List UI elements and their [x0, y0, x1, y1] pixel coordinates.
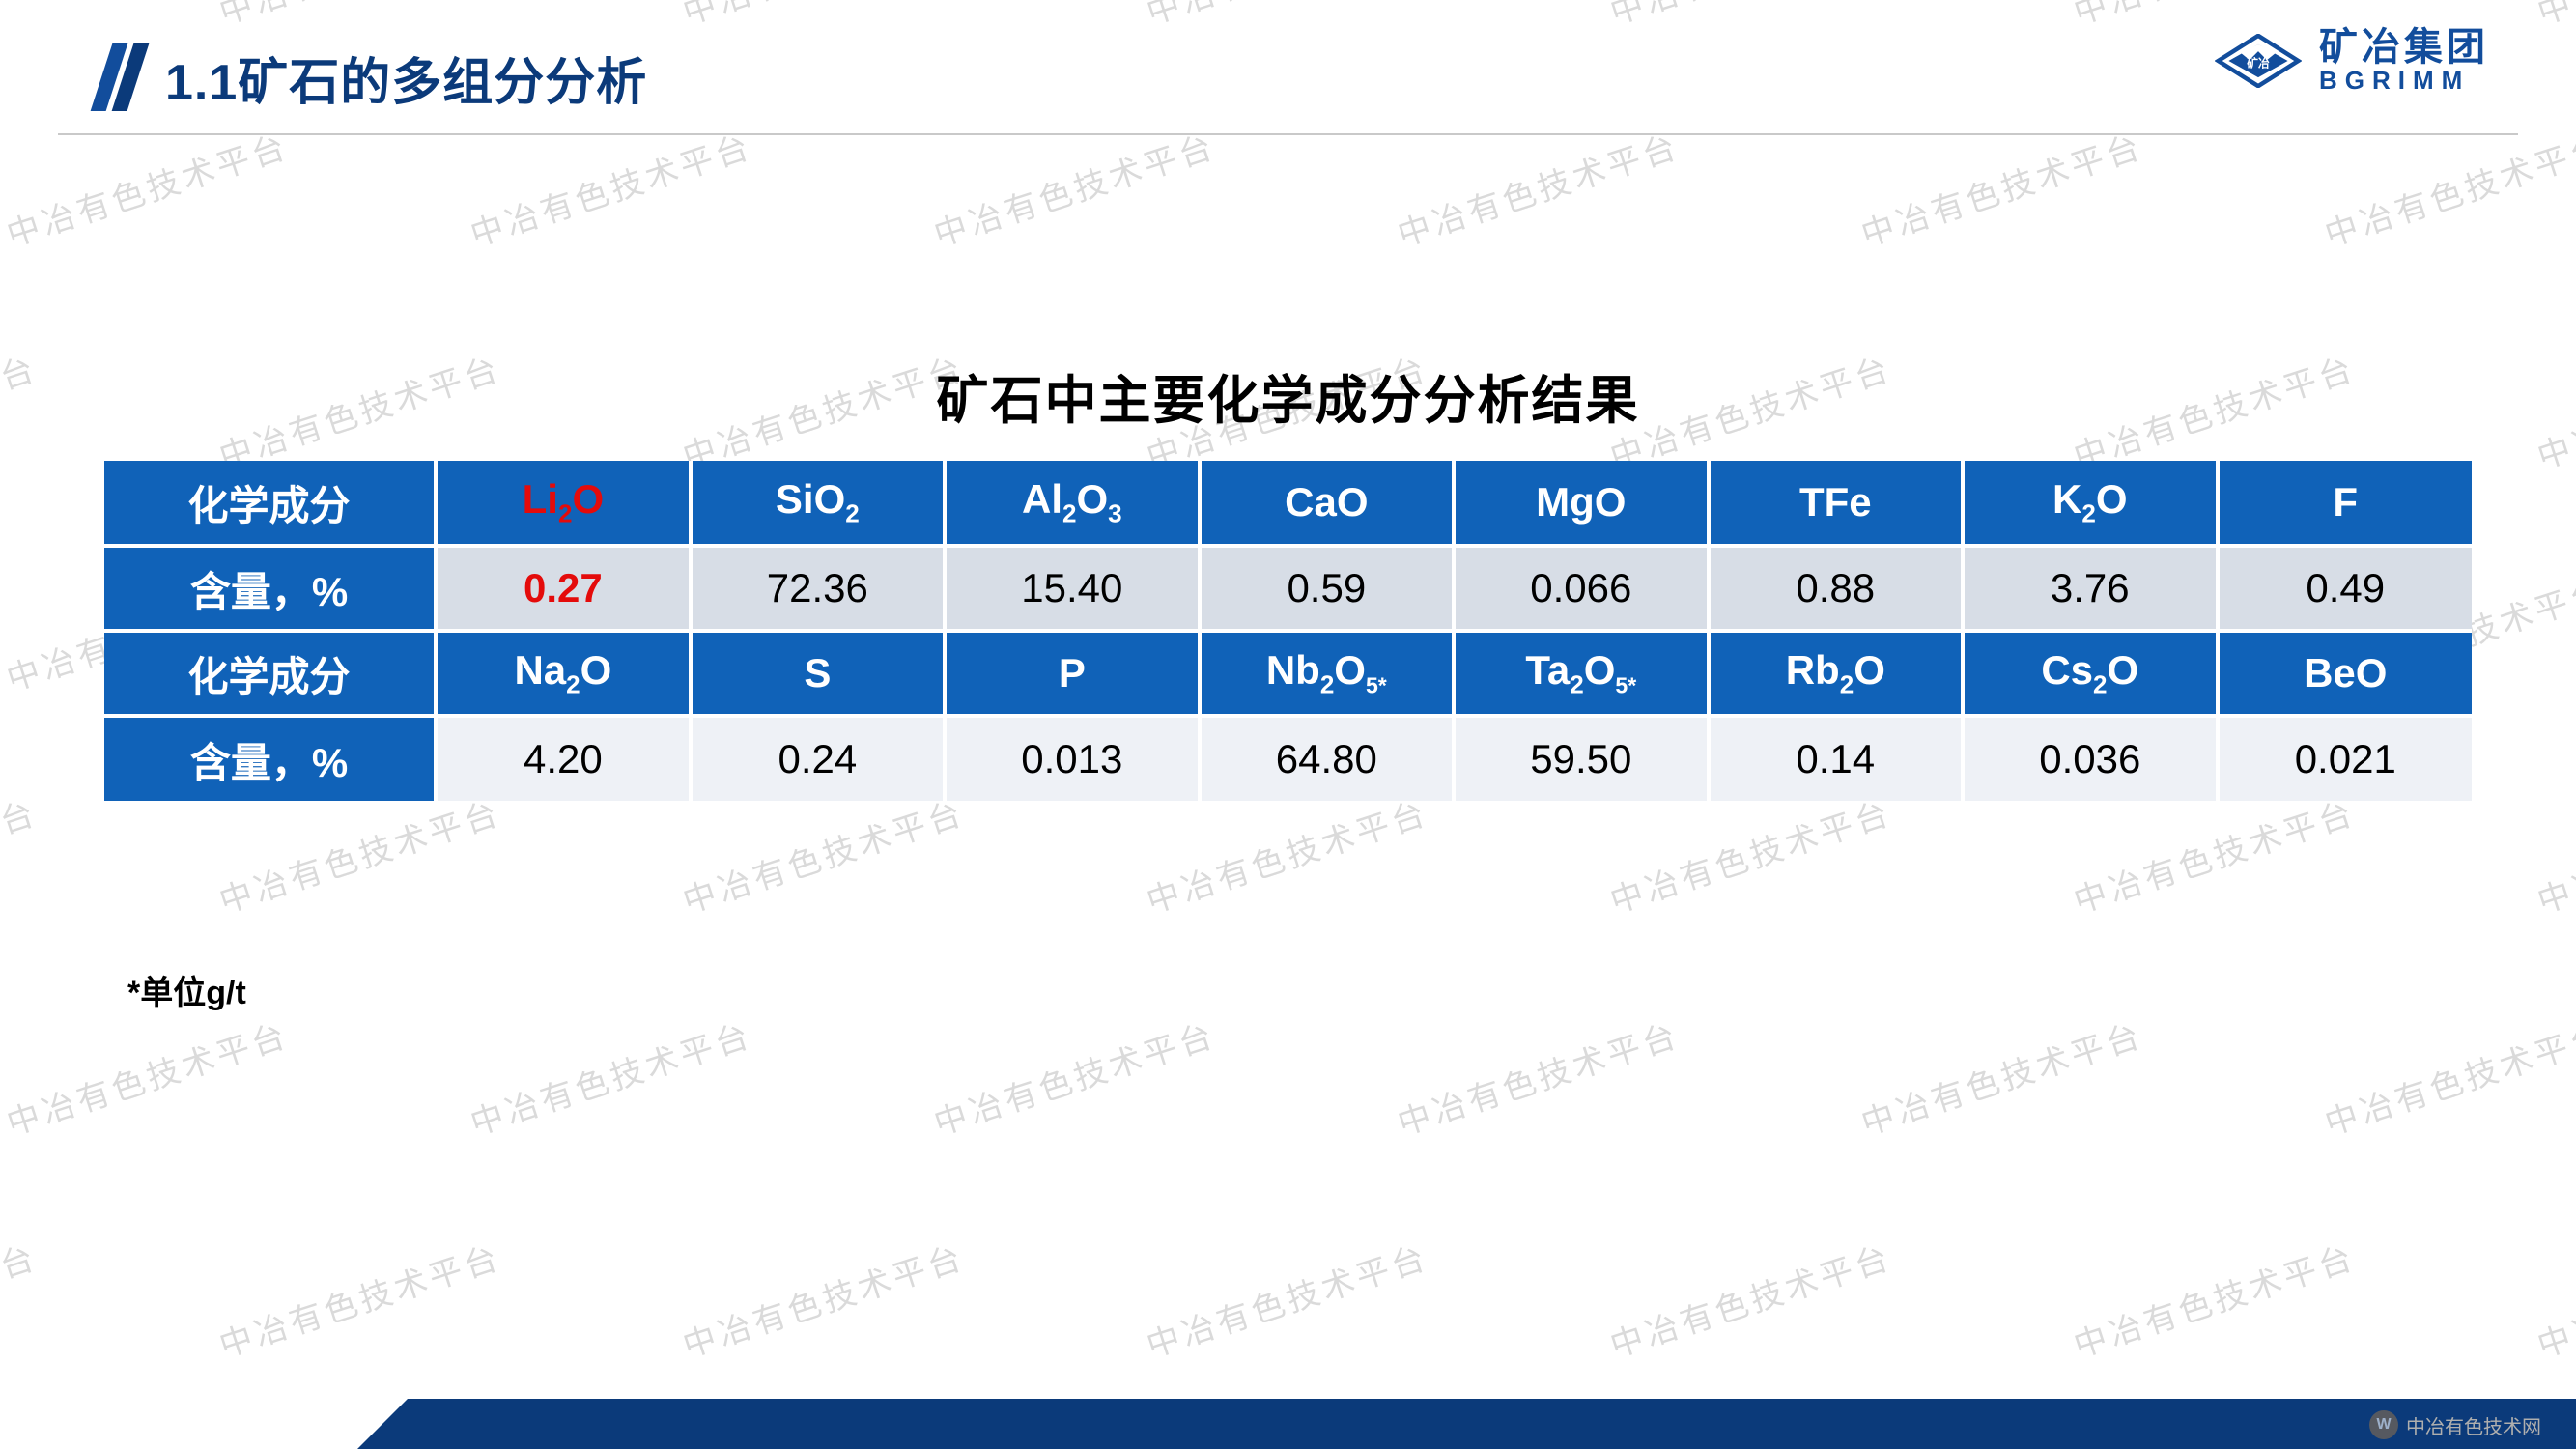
- watermark-text: 中冶有色技术平台: [1854, 120, 2148, 256]
- component-cell: Ta2O5*: [1454, 631, 1708, 716]
- watermark-text: 中冶有色技术平台: [212, 786, 506, 923]
- component-cell: Rb2O: [1709, 631, 1963, 716]
- watermark-text: 中冶有色技术平台: [2531, 0, 2576, 34]
- header-divider: [58, 133, 2518, 135]
- watermark-text: 中冶有色技术平台: [1140, 0, 1433, 34]
- table-row: 含量，%0.2772.3615.400.590.0660.883.760.49: [104, 546, 2472, 631]
- page-title: 1.1矿石的多组分分析: [165, 42, 647, 114]
- value-cell: 0.14: [1709, 716, 1963, 801]
- corner-badge-text: 中冶有色技术网: [2406, 1411, 2541, 1439]
- watermark-text: 中冶有色技术平台: [0, 342, 42, 478]
- component-cell: Nb2O5*: [1200, 631, 1454, 716]
- watermark-text: 中冶有色技术平台: [2531, 786, 2576, 923]
- component-cell: Li2O: [436, 461, 690, 546]
- watermark-text: 中冶有色技术平台: [2067, 1231, 2361, 1367]
- table-title: 矿石中主要化学成分分析结果: [104, 357, 2472, 434]
- row-label-component: 化学成分: [104, 461, 436, 546]
- watermark-text: 中冶有色技术平台: [1603, 0, 1897, 34]
- value-cell: 0.49: [2218, 546, 2472, 631]
- component-cell: K2O: [1963, 461, 2217, 546]
- component-cell: F: [2218, 461, 2472, 546]
- component-cell: Al2O3: [945, 461, 1199, 546]
- watermark-text: 中冶有色技术平台: [0, 1009, 294, 1145]
- composition-table: 化学成分Li2OSiO2Al2O3CaOMgOTFeK2OF含量，%0.2772…: [104, 461, 2472, 801]
- component-cell: Cs2O: [1963, 631, 2217, 716]
- component-cell: CaO: [1200, 461, 1454, 546]
- header-accent-bars: [91, 43, 150, 111]
- watermark-text: 中冶有色技术平台: [676, 1231, 970, 1367]
- component-cell: TFe: [1709, 461, 1963, 546]
- value-cell: 3.76: [1963, 546, 2217, 631]
- value-cell: 0.24: [691, 716, 945, 801]
- watermark-text: 中冶有色技术平台: [2318, 120, 2576, 256]
- table-row: 含量，%4.200.240.01364.8059.500.140.0360.02…: [104, 716, 2472, 801]
- table-row: 化学成分Na2OSPNb2O5*Ta2O5*Rb2OCs2OBeO: [104, 631, 2472, 716]
- component-cell: Na2O: [436, 631, 690, 716]
- watermark-text: 中冶有色技术平台: [1140, 786, 1433, 923]
- row-label-component: 化学成分: [104, 631, 436, 716]
- value-cell: 4.20: [436, 716, 690, 801]
- corner-badge-icon: W: [2369, 1410, 2398, 1439]
- watermark-text: 中冶有色技术平台: [1391, 120, 1684, 256]
- value-cell: 59.50: [1454, 716, 1708, 801]
- table-row: 化学成分Li2OSiO2Al2O3CaOMgOTFeK2OF: [104, 461, 2472, 546]
- brand-logo: 矿冶 矿冶集团 BGRIMM: [2215, 27, 2489, 94]
- logo-text-cn: 矿冶集团: [2319, 27, 2489, 68]
- watermark-text: 中冶有色技术平台: [2067, 786, 2361, 923]
- watermark-text: 中冶有色技术平台: [212, 0, 506, 34]
- watermark-text: 中冶有色技术平台: [212, 1231, 506, 1367]
- watermark-text: 中冶有色技术平台: [1140, 1231, 1433, 1367]
- logo-text-en: BGRIMM: [2319, 68, 2489, 94]
- value-cell: 64.80: [1200, 716, 1454, 801]
- watermark-text: 中冶有色技术平台: [676, 0, 970, 34]
- logo-text: 矿冶集团 BGRIMM: [2319, 27, 2489, 94]
- watermark-text: 中冶有色技术平台: [0, 1231, 42, 1367]
- value-cell: 0.036: [1963, 716, 2217, 801]
- watermark-text: 中冶有色技术平台: [1603, 1231, 1897, 1367]
- watermark-text: 中冶有色技术平台: [2318, 1009, 2576, 1145]
- footnote-prefix: *单位: [127, 975, 206, 1011]
- component-cell: MgO: [1454, 461, 1708, 546]
- watermark-text: 中冶有色技术平台: [464, 120, 757, 256]
- watermark-text: 中冶有色技术平台: [1603, 786, 1897, 923]
- value-cell: 0.27: [436, 546, 690, 631]
- row-label-value: 含量，%: [104, 716, 436, 801]
- value-cell: 0.066: [1454, 546, 1708, 631]
- slide-header: 1.1矿石的多组分分析: [101, 39, 2508, 116]
- footer-bar: [0, 1399, 2576, 1449]
- component-cell: S: [691, 631, 945, 716]
- footer-notch: [357, 1399, 408, 1449]
- component-cell: SiO2: [691, 461, 945, 546]
- value-cell: 0.88: [1709, 546, 1963, 631]
- logo-icon: 矿冶: [2215, 34, 2302, 88]
- watermark-text: 中冶有色技术平台: [927, 120, 1221, 256]
- watermark-text: 中冶有色技术平台: [676, 786, 970, 923]
- value-cell: 0.59: [1200, 546, 1454, 631]
- corner-badge: W 中冶有色技术网: [2369, 1410, 2541, 1439]
- watermark-text: 中冶有色技术平台: [2531, 1231, 2576, 1367]
- watermark-text: 中冶有色技术平台: [0, 0, 42, 34]
- value-cell: 0.013: [945, 716, 1199, 801]
- watermark-text: 中冶有色技术平台: [464, 1009, 757, 1145]
- watermark-text: 中冶有色技术平台: [1854, 1009, 2148, 1145]
- row-label-value: 含量，%: [104, 546, 436, 631]
- value-cell: 72.36: [691, 546, 945, 631]
- content-area: 矿石中主要化学成分分析结果 化学成分Li2OSiO2Al2O3CaOMgOTFe…: [104, 357, 2472, 801]
- table-footnote: *单位g/t: [127, 966, 246, 1013]
- component-cell: P: [945, 631, 1199, 716]
- watermark-text: 中冶有色技术平台: [1391, 1009, 1684, 1145]
- value-cell: 0.021: [2218, 716, 2472, 801]
- component-cell: BeO: [2218, 631, 2472, 716]
- watermark-text: 中冶有色技术平台: [2531, 342, 2576, 478]
- footer-gap: [0, 1399, 357, 1449]
- footnote-units: g/t: [206, 975, 246, 1011]
- footer-fill: [408, 1399, 2576, 1449]
- watermark-text: 中冶有色技术平台: [927, 1009, 1221, 1145]
- watermark-text: 中冶有色技术平台: [0, 786, 42, 923]
- value-cell: 15.40: [945, 546, 1199, 631]
- watermark-text: 中冶有色技术平台: [0, 120, 294, 256]
